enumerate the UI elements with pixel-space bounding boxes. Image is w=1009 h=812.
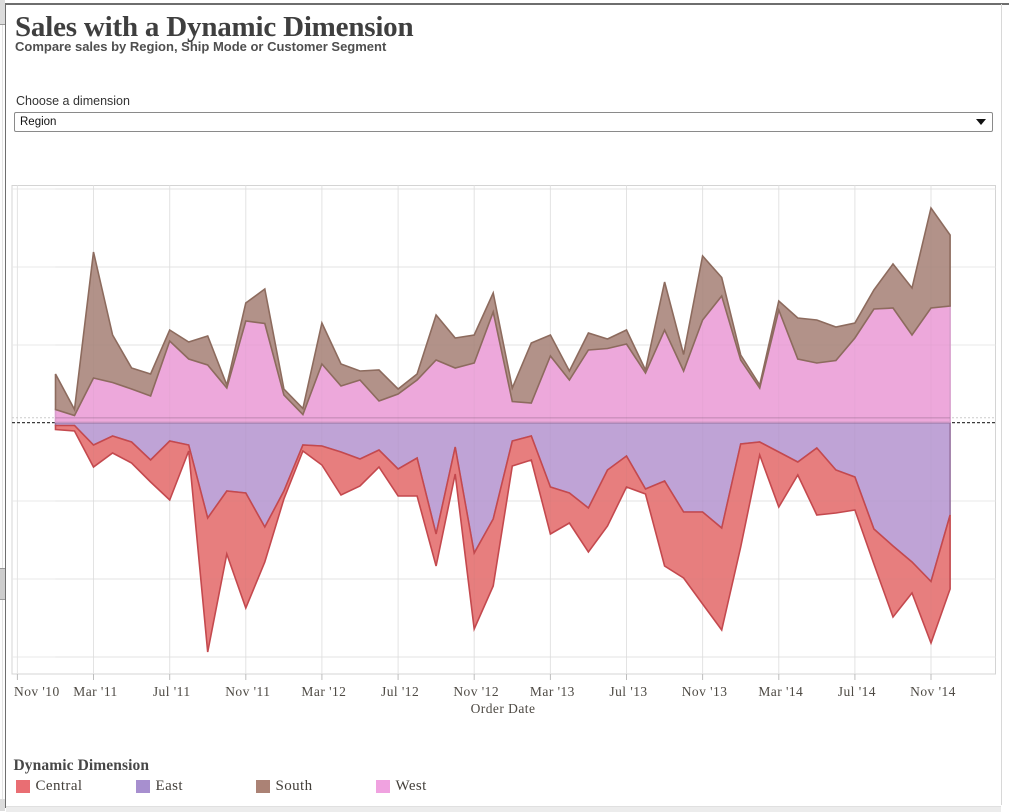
svg-text:Mar '14: Mar '14: [758, 684, 803, 699]
svg-text:Mar '13: Mar '13: [530, 684, 575, 699]
svg-text:Jul '12: Jul '12: [381, 684, 419, 699]
svg-text:Nov '10: Nov '10: [14, 684, 60, 699]
svg-text:Nov '12: Nov '12: [453, 684, 499, 699]
svg-text:Mar '12: Mar '12: [301, 684, 346, 699]
svg-text:Nov '11: Nov '11: [225, 684, 270, 699]
svg-text:Jul '11: Jul '11: [153, 684, 191, 699]
svg-text:Mar '11: Mar '11: [73, 684, 117, 699]
svg-text:Nov '14: Nov '14: [910, 684, 956, 699]
svg-text:Jul '13: Jul '13: [609, 684, 647, 699]
svg-text:Nov '13: Nov '13: [682, 684, 728, 699]
svg-text:Order Date: Order Date: [471, 701, 536, 716]
svg-text:Jul '14: Jul '14: [838, 684, 876, 699]
